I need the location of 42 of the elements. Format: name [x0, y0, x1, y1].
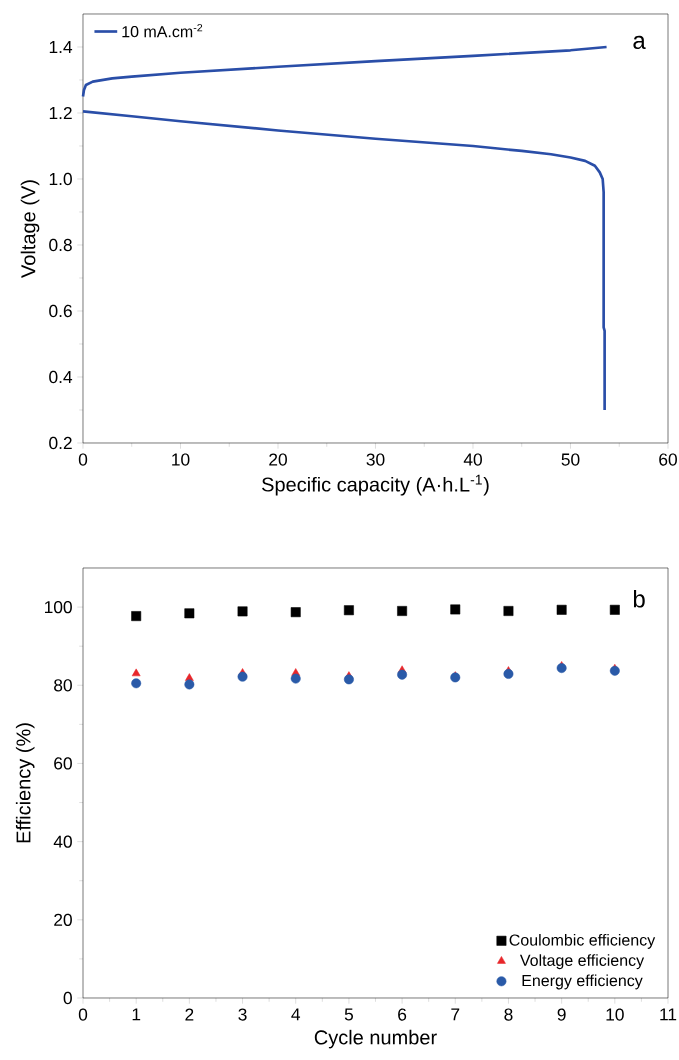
legend-label: Coulombic efficiency — [509, 933, 656, 949]
y-tick-label: 100 — [45, 600, 72, 614]
x-tick-label: 6 — [398, 1008, 407, 1021]
x-tick-label: 7 — [451, 1008, 460, 1021]
y-tick-label: 20 — [54, 913, 72, 926]
x-tick-label: 10 — [606, 1008, 624, 1021]
x-tick-label: 11 — [660, 1008, 677, 1021]
x-tick-label: 5 — [344, 1008, 353, 1021]
x-tick-label: 2 — [185, 1008, 194, 1021]
y-tick-label: 0.8 — [49, 238, 72, 252]
x-tick-label: 4 — [291, 1008, 301, 1021]
y-tick-label: 0 — [63, 991, 72, 1005]
y-tick-label: 0.6 — [49, 304, 72, 318]
x-tick-label: 0 — [78, 453, 88, 466]
y-axis-title: Efficiency (%) — [15, 723, 35, 843]
y-tick-label: 0.2 — [49, 436, 72, 450]
x-axis-title: Cycle number — [314, 1029, 437, 1049]
y-tick-label: 0.4 — [49, 370, 73, 384]
legend-label: Voltage efficiency — [519, 954, 645, 970]
x-tick-label: 60 — [659, 453, 677, 466]
y-axis-title: Voltage (V) — [20, 180, 40, 278]
x-tick-label: 9 — [557, 1008, 566, 1021]
x-tick-label: 20 — [269, 453, 287, 466]
y-tick-label: 80 — [54, 679, 72, 692]
y-tick-label: 1.0 — [49, 172, 72, 186]
x-tick-label: 50 — [561, 453, 580, 466]
x-tick-label: 0 — [78, 1008, 88, 1021]
x-tick-label: 1 — [132, 1008, 141, 1021]
legend-label: Energy efficiency — [522, 974, 643, 990]
annotation: b — [633, 589, 645, 608]
x-tick-label: 10 — [172, 453, 190, 466]
y-tick-label: 1.4 — [49, 41, 73, 53]
legend-label: 10 mA.cm$^{-2}$ — [122, 23, 203, 38]
x-axis-title: Specific capacity (A·h.L$^{-1}$) — [262, 474, 489, 496]
x-tick-label: 8 — [504, 1008, 513, 1021]
y-tick-label: 1.2 — [49, 106, 72, 120]
y-tick-label: 40 — [53, 835, 72, 848]
y-tick-label: 60 — [54, 757, 72, 770]
x-tick-label: 30 — [366, 453, 385, 466]
annotation: a — [633, 35, 646, 49]
x-tick-label: 40 — [463, 453, 482, 466]
x-tick-label: 3 — [238, 1008, 247, 1021]
